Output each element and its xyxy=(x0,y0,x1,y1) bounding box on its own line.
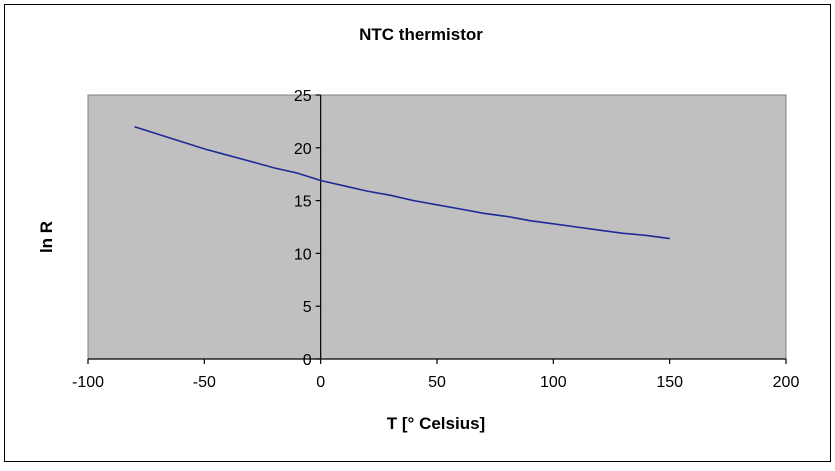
tick-labels: -100 -50 0 50 100 150 200 0 5 10 15 20 25 xyxy=(72,88,799,391)
series-line-0 xyxy=(134,125,670,240)
y-tick-label: 0 xyxy=(303,352,312,369)
y-axis-label: ln R xyxy=(37,221,56,253)
y-tick-label: 15 xyxy=(294,194,312,211)
x-tick-label: -50 xyxy=(193,374,216,391)
axes xyxy=(87,94,787,364)
y-tick-label: 20 xyxy=(294,141,312,158)
plot-area xyxy=(87,94,787,360)
y-tick-label: 5 xyxy=(303,299,312,316)
y-tick-label: 10 xyxy=(294,246,312,263)
chart-title: NTC thermistor xyxy=(359,25,483,44)
x-tick-label: 50 xyxy=(428,374,446,391)
x-tick-label: -100 xyxy=(72,374,104,391)
x-tick-label: 200 xyxy=(773,374,800,391)
series-group xyxy=(134,125,670,240)
x-axis-label: T [° Celsius] xyxy=(387,414,485,433)
x-tick-label: 0 xyxy=(316,374,325,391)
x-tick-label: 100 xyxy=(540,374,567,391)
x-tick-label: 150 xyxy=(656,374,683,391)
y-tick-label: 25 xyxy=(294,88,312,105)
